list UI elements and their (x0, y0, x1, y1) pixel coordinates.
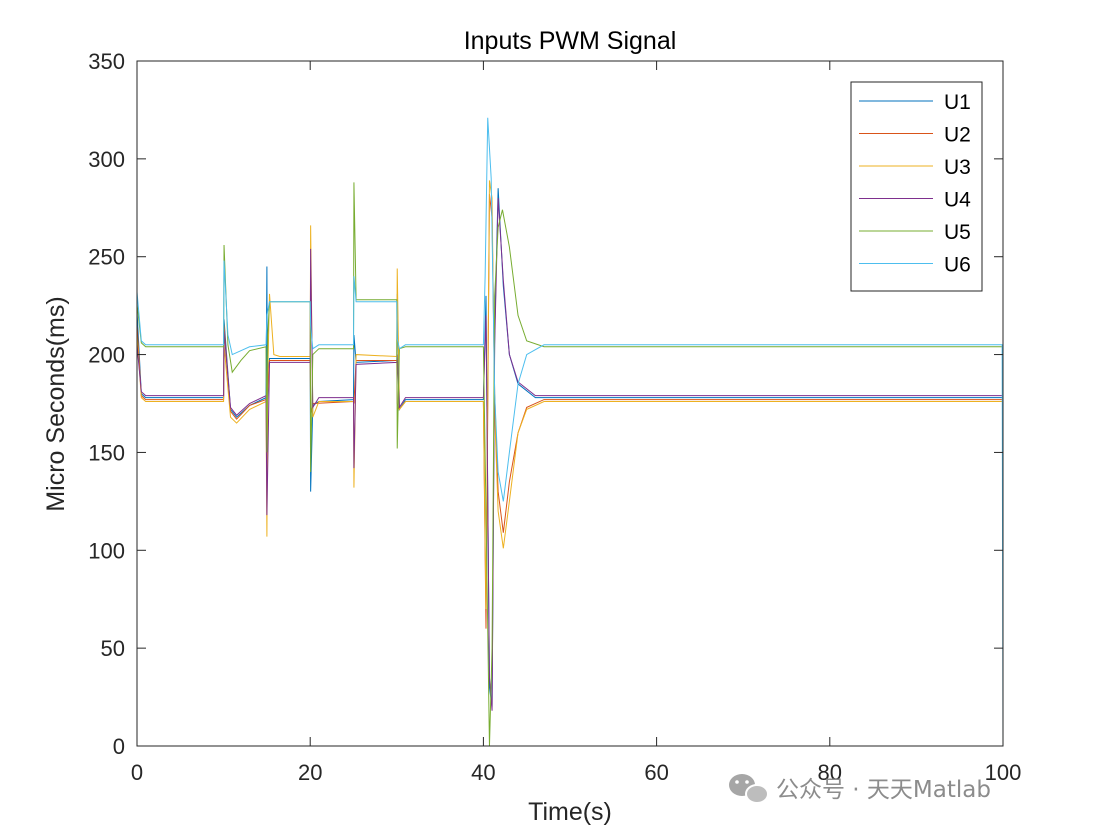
chart-title: Inputs PWM Signal (464, 27, 677, 55)
legend-box (850, 81, 983, 292)
axes-box (136, 60, 1004, 747)
x-tick-label: 40 (471, 760, 495, 785)
legend-label-u6: U6 (944, 254, 971, 277)
x-tick-label: 100 (985, 760, 1022, 785)
series-line-u6 (136, 117, 1004, 747)
y-tick-label: 150 (88, 440, 125, 465)
y-tick-label: 250 (88, 245, 125, 270)
legend-label-u1: U1 (944, 91, 971, 114)
y-tick-label: 100 (88, 538, 125, 563)
series-layer (136, 117, 1004, 747)
y-tick-label: 50 (101, 636, 125, 661)
x-tick-label: 0 (131, 760, 143, 785)
y-axis-title: Micro Seconds(ms) (42, 296, 70, 511)
wechat-icon (729, 774, 769, 804)
legend: U1 U2 U3 U4 U5 U6 (850, 81, 983, 292)
legend-label-u4: U4 (944, 189, 971, 212)
y-tick-label: 350 (88, 49, 125, 74)
x-tick-label: 80 (818, 760, 842, 785)
y-tick-label: 200 (88, 343, 125, 368)
x-tick-label: 20 (298, 760, 322, 785)
x-tick-label: 60 (644, 760, 668, 785)
series-line-u5 (136, 182, 1003, 747)
legend-label-u3: U3 (944, 156, 971, 179)
legend-label-u5: U5 (944, 221, 971, 244)
y-tick-label: 0 (113, 734, 125, 759)
legend-label-u2: U2 (944, 124, 971, 147)
axes-layer: 0 20 40 60 80 100 0 50 100 150 200 250 300 350 (88, 49, 1021, 785)
y-tick-label: 300 (88, 147, 125, 172)
x-axis-title: Time(s) (528, 798, 612, 826)
watermark: 公众号 · 天天Matlab (729, 774, 991, 804)
watermark-text: 公众号 · 天天Matlab (776, 777, 991, 803)
